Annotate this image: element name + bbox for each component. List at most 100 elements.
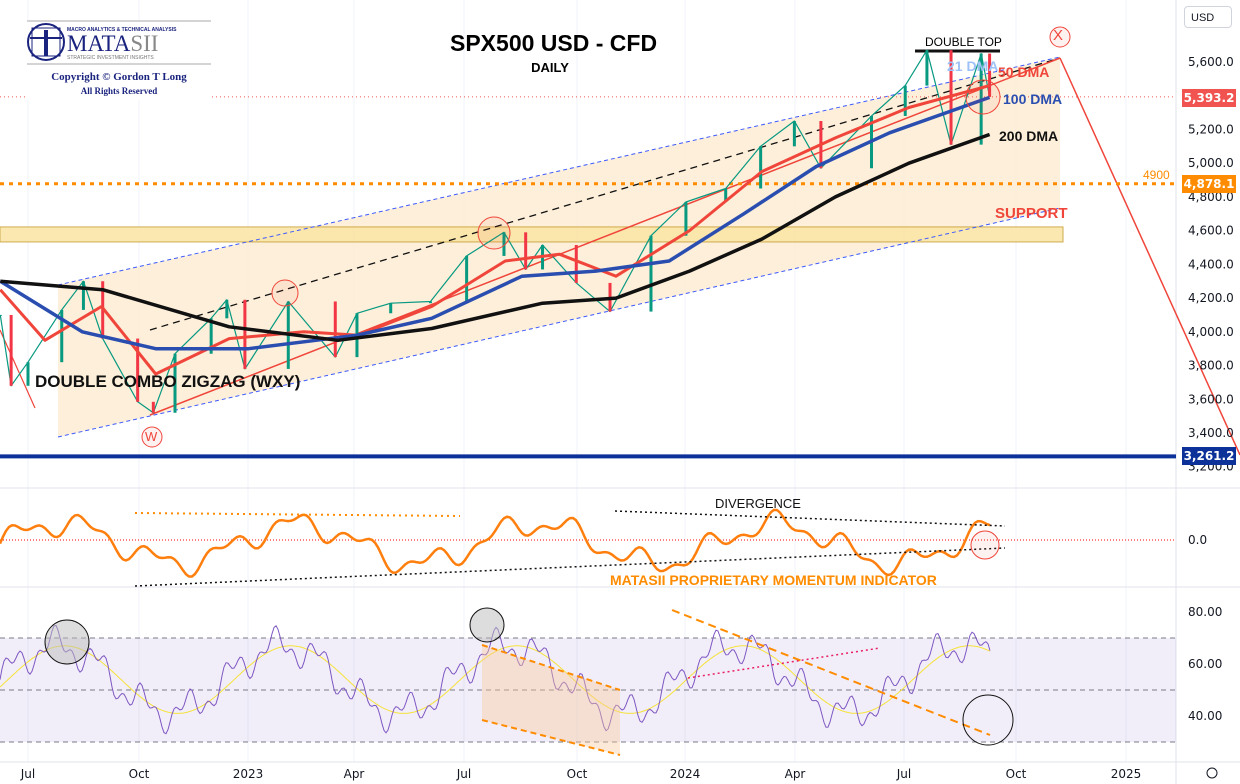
pattern-label: DOUBLE COMBO ZIGZAG (WXY) bbox=[35, 372, 301, 391]
time-axis-tick: Jul bbox=[456, 767, 471, 781]
channel-lower-line bbox=[57, 207, 1061, 438]
matasii-logo: MACRO ANALYTICS & TECHNICAL ANALYSIS MAT… bbox=[27, 20, 211, 100]
time-axis-tick: 2023 bbox=[233, 767, 264, 781]
candle bbox=[151, 401, 155, 413]
candle bbox=[792, 121, 796, 147]
rsi-channel-lower bbox=[481, 719, 621, 756]
momentum-axis-tick: 0.0 bbox=[1188, 533, 1207, 547]
rsi-ma-line bbox=[0, 645, 991, 714]
highlight-circle bbox=[141, 426, 163, 448]
rsi-highlight-circle bbox=[469, 607, 505, 643]
time-axis-tick: Jul bbox=[20, 767, 35, 781]
candle bbox=[465, 255, 469, 302]
rsi-uptrend bbox=[687, 647, 881, 679]
svg-text:All Rights Reserved: All Rights Reserved bbox=[81, 86, 158, 96]
candle bbox=[136, 338, 140, 402]
wave-x-label: X bbox=[1053, 27, 1064, 44]
candle bbox=[684, 201, 688, 236]
candle bbox=[0, 314, 2, 316]
candle bbox=[759, 146, 763, 189]
series-100-dma bbox=[0, 95, 991, 351]
time-axis-tick: 2025 bbox=[1111, 767, 1142, 781]
price-axis-tick: 4,600.0 bbox=[1188, 224, 1234, 238]
price-axis-tick: 5,000.0 bbox=[1188, 156, 1234, 170]
momentum-highlight-circle bbox=[970, 530, 1000, 560]
series-200-dma bbox=[0, 132, 991, 343]
svg-text:STRATEGIC INVESTMENT INSIGHTS: STRATEGIC INVESTMENT INSIGHTS bbox=[67, 55, 154, 61]
candle bbox=[428, 301, 432, 304]
currency-button[interactable]: USD bbox=[1184, 6, 1232, 28]
dma200-label: 200 DMA bbox=[999, 128, 1059, 144]
time-axis-tick: Oct bbox=[129, 767, 150, 781]
price-axis-tick: 4,200.0 bbox=[1188, 291, 1234, 305]
price-axis-tick: 4,000.0 bbox=[1188, 325, 1234, 339]
rsi-channel-fill bbox=[482, 645, 620, 755]
rsi-axis-tick: 80.00 bbox=[1188, 605, 1222, 619]
price-axis-tick: 3,600.0 bbox=[1188, 392, 1234, 406]
candle bbox=[225, 299, 229, 319]
rsi-channel-upper bbox=[481, 644, 621, 691]
time-axis-tick: Jul bbox=[896, 767, 911, 781]
highlight-circle bbox=[477, 216, 511, 250]
svg-text:MATASII: MATASII bbox=[67, 31, 158, 56]
series-50-dma bbox=[0, 84, 990, 376]
dma50-label: 50 DMA bbox=[998, 64, 1050, 80]
midline-dashed bbox=[149, 57, 1061, 331]
wave-w-label: W bbox=[145, 429, 158, 444]
vitruvian-logo-icon: MACRO ANALYTICS & TECHNICAL ANALYSIS MAT… bbox=[27, 20, 211, 96]
trendline-red bbox=[149, 57, 1061, 416]
price-axis-tick: 5,600.0 bbox=[1188, 55, 1234, 69]
momentum-upper-trend-2 bbox=[614, 510, 1006, 527]
price-axis-tick: 3,400.0 bbox=[1188, 426, 1234, 440]
price-axis-tick: 5,200.0 bbox=[1188, 122, 1234, 136]
projection-line bbox=[1059, 57, 1240, 456]
left-trendline bbox=[0, 329, 36, 409]
level-4900-label: 4900 bbox=[1143, 168, 1170, 182]
candle bbox=[60, 309, 64, 363]
chart-subtitle: DAILY bbox=[531, 60, 569, 75]
chart-title: SPX500 USD - CFD bbox=[450, 30, 658, 56]
time-axis-tick: 2024 bbox=[670, 767, 701, 781]
settings-gear-icon bbox=[1206, 767, 1218, 779]
divergence-label: DIVERGENCE bbox=[715, 496, 801, 511]
price-axis-tick: 4,400.0 bbox=[1188, 257, 1234, 271]
candle bbox=[988, 53, 992, 97]
candle bbox=[26, 362, 30, 386]
channel-upper-line bbox=[57, 56, 1061, 286]
highlight-circle bbox=[965, 79, 1001, 115]
level-3261-tag: 3,261.2 bbox=[1182, 447, 1236, 465]
time-axis-tick: Apr bbox=[344, 767, 365, 781]
last-price-tag: 5,393.2 bbox=[1182, 89, 1236, 107]
momentum-line bbox=[0, 508, 991, 578]
candle bbox=[333, 301, 337, 358]
candle bbox=[649, 235, 653, 312]
highlight-circle bbox=[271, 279, 299, 307]
candle bbox=[209, 318, 213, 354]
rsi-axis-tick: 60.00 bbox=[1188, 657, 1222, 671]
svg-text:MACRO ANALYTICS & TECHNICAL AN: MACRO ANALYTICS & TECHNICAL ANALYSIS bbox=[67, 27, 177, 33]
support-label: SUPPORT bbox=[995, 205, 1068, 222]
time-axis-tick: Apr bbox=[785, 767, 806, 781]
double-top-label: DOUBLE TOP bbox=[925, 35, 1002, 49]
momentum-indicator-label: MATASII PROPRIETARY MOMENTUM INDICATOR bbox=[610, 572, 937, 588]
time-axis-tick: Oct bbox=[1006, 767, 1027, 781]
svg-text:Copyright © Gordon T Long: Copyright © Gordon T Long bbox=[51, 71, 187, 83]
rsi-axis-tick: 40.00 bbox=[1188, 709, 1222, 723]
momentum-lower-trend bbox=[134, 547, 1006, 587]
level-4878-tag: 4,878.1 bbox=[1182, 175, 1236, 193]
candle bbox=[243, 299, 247, 369]
candle bbox=[903, 85, 907, 116]
candle bbox=[524, 232, 528, 270]
dma21-label: 21 DMA bbox=[947, 58, 999, 74]
candle bbox=[389, 303, 393, 314]
candle bbox=[925, 50, 929, 86]
candle bbox=[574, 244, 578, 283]
series-price bbox=[0, 49, 991, 414]
support-zone bbox=[0, 226, 1064, 243]
rsi-highlight-circle bbox=[44, 619, 90, 665]
highlight-circle bbox=[1049, 26, 1071, 48]
candle bbox=[173, 353, 177, 413]
dma100-label: 100 DMA bbox=[1003, 91, 1063, 107]
price-axis-tick: 4,800.0 bbox=[1188, 190, 1234, 204]
rsi-highlight-circle bbox=[962, 694, 1014, 746]
